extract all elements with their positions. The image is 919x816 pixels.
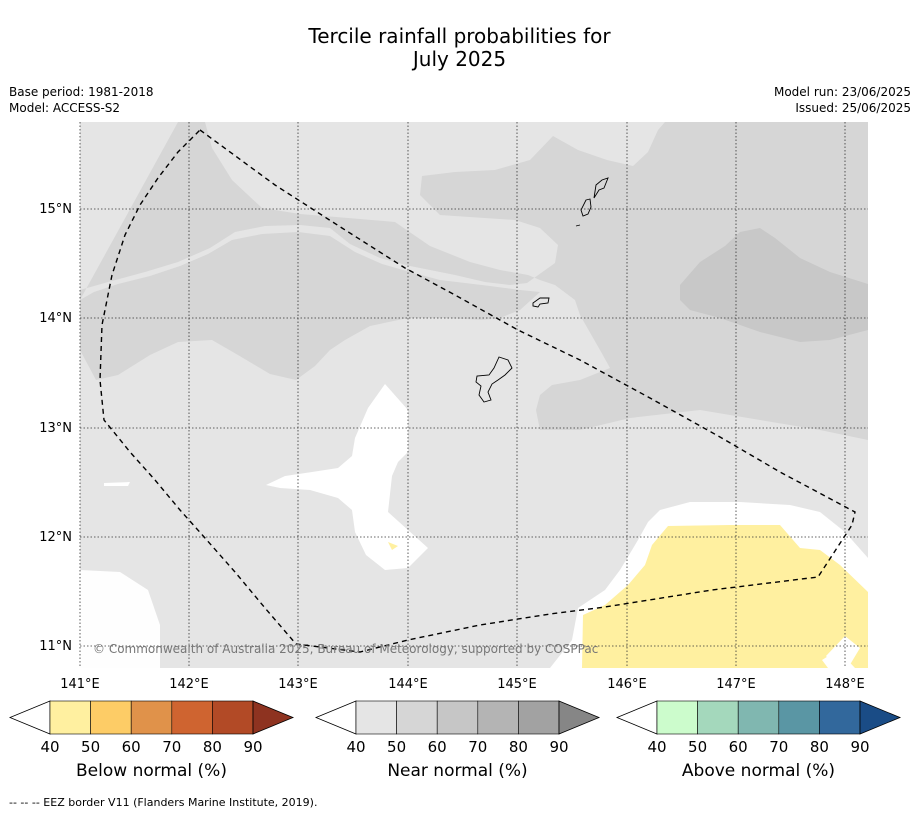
near-normal-colorbar-label: Near normal (%) — [387, 761, 528, 781]
below-normal-colorbar: 40 50 60 70 80 90 — [8, 700, 295, 756]
colorbar-segment — [477, 700, 519, 735]
colorbar-under-triangle — [8, 700, 51, 735]
below-normal-speck — [388, 542, 398, 550]
colorbar-tick-label: 50 — [81, 738, 100, 756]
lat-label: 13°N — [39, 421, 72, 436]
lon-label: 147°E — [716, 677, 756, 692]
colorbar-segment — [656, 700, 698, 735]
colorbar-segment — [436, 700, 479, 735]
near-normal-colorbar: 40 50 60 70 80 90 — [314, 700, 601, 756]
low-probability-area-southwest — [80, 570, 160, 668]
colorbar-tick-label: 70 — [162, 738, 181, 756]
colorbar-segment — [396, 700, 438, 735]
base-period-text: Base period: 1981-2018 — [9, 85, 154, 99]
lon-label: 146°E — [607, 677, 647, 692]
colorbar-segment — [737, 700, 780, 735]
lon-label: 144°E — [388, 677, 428, 692]
aguijan-coastline — [575, 224, 581, 227]
near-normal-60-70-area — [680, 228, 868, 342]
tinian-coastline — [580, 198, 592, 217]
colorbar-tick-label: 90 — [243, 738, 262, 756]
lon-label: 145°E — [497, 677, 537, 692]
above-normal-colorbar-label: Above normal (%) — [681, 761, 836, 781]
lat-label: 14°N — [39, 311, 72, 326]
colorbar-tick-label: 70 — [769, 738, 788, 756]
colorbar-over-triangle — [558, 700, 601, 735]
colorbar-over-triangle — [859, 700, 902, 735]
lat-label: 11°N — [39, 639, 72, 654]
model-run-text: Model run: 23/06/2025 — [773, 85, 911, 99]
colorbar-segment — [819, 700, 861, 735]
colorbar-over-triangle — [252, 700, 295, 735]
guam-coastline — [475, 356, 513, 403]
colorbar-tick-label: 80 — [203, 738, 222, 756]
rota-coastline — [532, 297, 550, 308]
colorbar-tick-label: 90 — [549, 738, 568, 756]
graticule — [79, 122, 868, 668]
colorbar-tick-label: 80 — [509, 738, 528, 756]
title-line-2: July 2025 — [412, 47, 507, 71]
colorbar-tick-label: 90 — [850, 738, 869, 756]
lon-label: 141°E — [60, 677, 100, 692]
lat-label: 15°N — [39, 202, 72, 217]
colorbar-segment — [518, 700, 560, 735]
colorbar-under-triangle — [314, 700, 357, 735]
title-line-1: Tercile rainfall probabilities for — [308, 24, 611, 48]
colorbar-tick-label: 40 — [40, 738, 59, 756]
colorbar-segment — [697, 700, 739, 735]
colorbar-tick-label: 40 — [346, 738, 365, 756]
saipan-coastline — [593, 177, 609, 199]
colorbar-legends: 40 50 60 70 80 90 40 50 60 70 80 90 40 50 60 70 80 90 — [8, 700, 902, 756]
colorbar-segment — [171, 700, 213, 735]
colorbar-segment — [778, 700, 820, 735]
model-text: Model: ACCESS-S2 — [9, 101, 121, 115]
copyright-text: © Commonwealth of Australia 2025, Bureau… — [93, 642, 598, 656]
colorbar-segment — [130, 700, 173, 735]
colorbar-segment — [355, 700, 397, 735]
lat-label: 12°N — [39, 530, 72, 545]
near-normal-50-60-area — [80, 122, 868, 440]
below-normal-colorbar-label: Below normal (%) — [76, 761, 227, 781]
lon-label: 142°E — [169, 677, 209, 692]
above-normal-colorbar: 40 50 60 70 80 90 — [615, 700, 902, 756]
island-coastlines — [475, 177, 609, 403]
colorbar-tick-label: 60 — [428, 738, 447, 756]
colorbar-segment — [212, 700, 254, 735]
colorbar-tick-label: 50 — [387, 738, 406, 756]
colorbar-tick-label: 60 — [122, 738, 141, 756]
lon-label: 143°E — [278, 677, 318, 692]
map-field — [80, 122, 868, 668]
axis-labels: 141°E 142°E 143°E 144°E 145°E 146°E 147°… — [39, 202, 865, 692]
colorbar-segment — [49, 700, 91, 735]
colorbar-tick-label: 50 — [688, 738, 707, 756]
low-probability-area-center — [266, 384, 428, 570]
colorbar-tick-label: 80 — [810, 738, 829, 756]
colorbar-tick-label: 60 — [729, 738, 748, 756]
lon-label: 148°E — [825, 677, 865, 692]
low-probability-notch — [826, 636, 860, 668]
colorbar-tick-label: 40 — [647, 738, 666, 756]
eez-footnote: -- -- -- EEZ border V11 (Flanders Marine… — [9, 796, 318, 809]
colorbar-under-triangle — [615, 700, 658, 735]
colorbar-tick-label: 70 — [468, 738, 487, 756]
below-normal-40-50-area — [582, 525, 868, 668]
issued-text: Issued: 25/06/2025 — [795, 101, 911, 115]
low-probability-speck — [104, 482, 130, 486]
colorbar-segment — [90, 700, 132, 735]
